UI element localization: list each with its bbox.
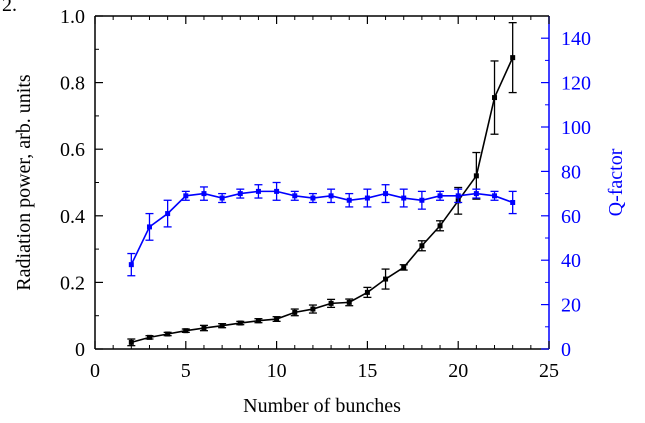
data-point-left <box>292 310 297 315</box>
data-point-left <box>183 328 188 333</box>
x-tick-label: 0 <box>90 360 100 382</box>
data-point-left <box>329 301 334 306</box>
data-point-right <box>220 196 225 201</box>
y-left-tick-label: 0.2 <box>60 272 85 294</box>
data-point-right <box>401 196 406 201</box>
data-point-right <box>492 193 497 198</box>
data-point-left <box>383 277 388 282</box>
y-right-axis-title: Q-factor <box>605 148 627 216</box>
data-point-left <box>510 55 515 60</box>
x-axis-title: Number of bunches <box>243 395 401 417</box>
y-left-axis-title: Radiation power, arb. units <box>13 74 35 291</box>
x-tick-label: 10 <box>267 360 287 382</box>
data-point-right <box>365 196 370 201</box>
data-point-right <box>129 262 134 267</box>
data-point-left <box>165 332 170 337</box>
data-point-left <box>310 307 315 312</box>
data-point-right <box>474 191 479 196</box>
data-point-right <box>238 191 243 196</box>
y-right-tick-label: 120 <box>561 73 591 95</box>
y-right-tick-label: 140 <box>561 28 591 50</box>
x-tick-label: 25 <box>539 360 559 382</box>
data-point-left <box>365 290 370 295</box>
data-point-right <box>292 193 297 198</box>
x-tick-label: 20 <box>448 360 468 382</box>
data-point-left <box>401 265 406 270</box>
data-point-right <box>274 189 279 194</box>
data-point-left <box>419 243 424 248</box>
data-point-left <box>201 326 206 331</box>
data-point-left <box>238 321 243 326</box>
y-right-tick-label: 20 <box>561 295 581 317</box>
data-point-right <box>256 189 261 194</box>
data-point-left <box>147 335 152 340</box>
data-point-left <box>347 300 352 305</box>
y-left-tick-label: 1.0 <box>60 6 85 28</box>
data-point-right <box>419 198 424 203</box>
data-point-right <box>347 198 352 203</box>
data-point-left <box>492 95 497 100</box>
y-right-tick-label: 60 <box>561 206 581 228</box>
data-point-right <box>147 224 152 229</box>
panel-label: 2. <box>2 0 17 17</box>
data-point-left <box>256 318 261 323</box>
data-point-left <box>474 173 479 178</box>
data-point-left <box>274 317 279 322</box>
data-point-right <box>438 193 443 198</box>
series-group <box>127 23 516 346</box>
data-point-right <box>201 191 206 196</box>
data-point-left <box>220 323 225 328</box>
data-point-left <box>438 223 443 228</box>
y-left-tick-label: 0 <box>75 339 85 361</box>
y-left-tick-label: 0.6 <box>60 139 85 161</box>
y-left-tick-label: 0.4 <box>60 206 85 228</box>
data-point-right <box>383 191 388 196</box>
x-tick-label: 5 <box>181 360 191 382</box>
data-point-right <box>456 193 461 198</box>
data-point-right <box>310 196 315 201</box>
y-left-tick-label: 0.8 <box>60 73 85 95</box>
y-right-tick-label: 40 <box>561 250 581 272</box>
x-tick-label: 15 <box>357 360 377 382</box>
data-point-right <box>510 200 515 205</box>
y-right-tick-label: 0 <box>561 339 571 361</box>
y-right-tick-label: 80 <box>561 161 581 183</box>
data-point-right <box>165 211 170 216</box>
data-point-left <box>129 340 134 345</box>
data-point-right <box>183 193 188 198</box>
y-right-tick-label: 100 <box>561 117 591 139</box>
data-point-right <box>329 193 334 198</box>
